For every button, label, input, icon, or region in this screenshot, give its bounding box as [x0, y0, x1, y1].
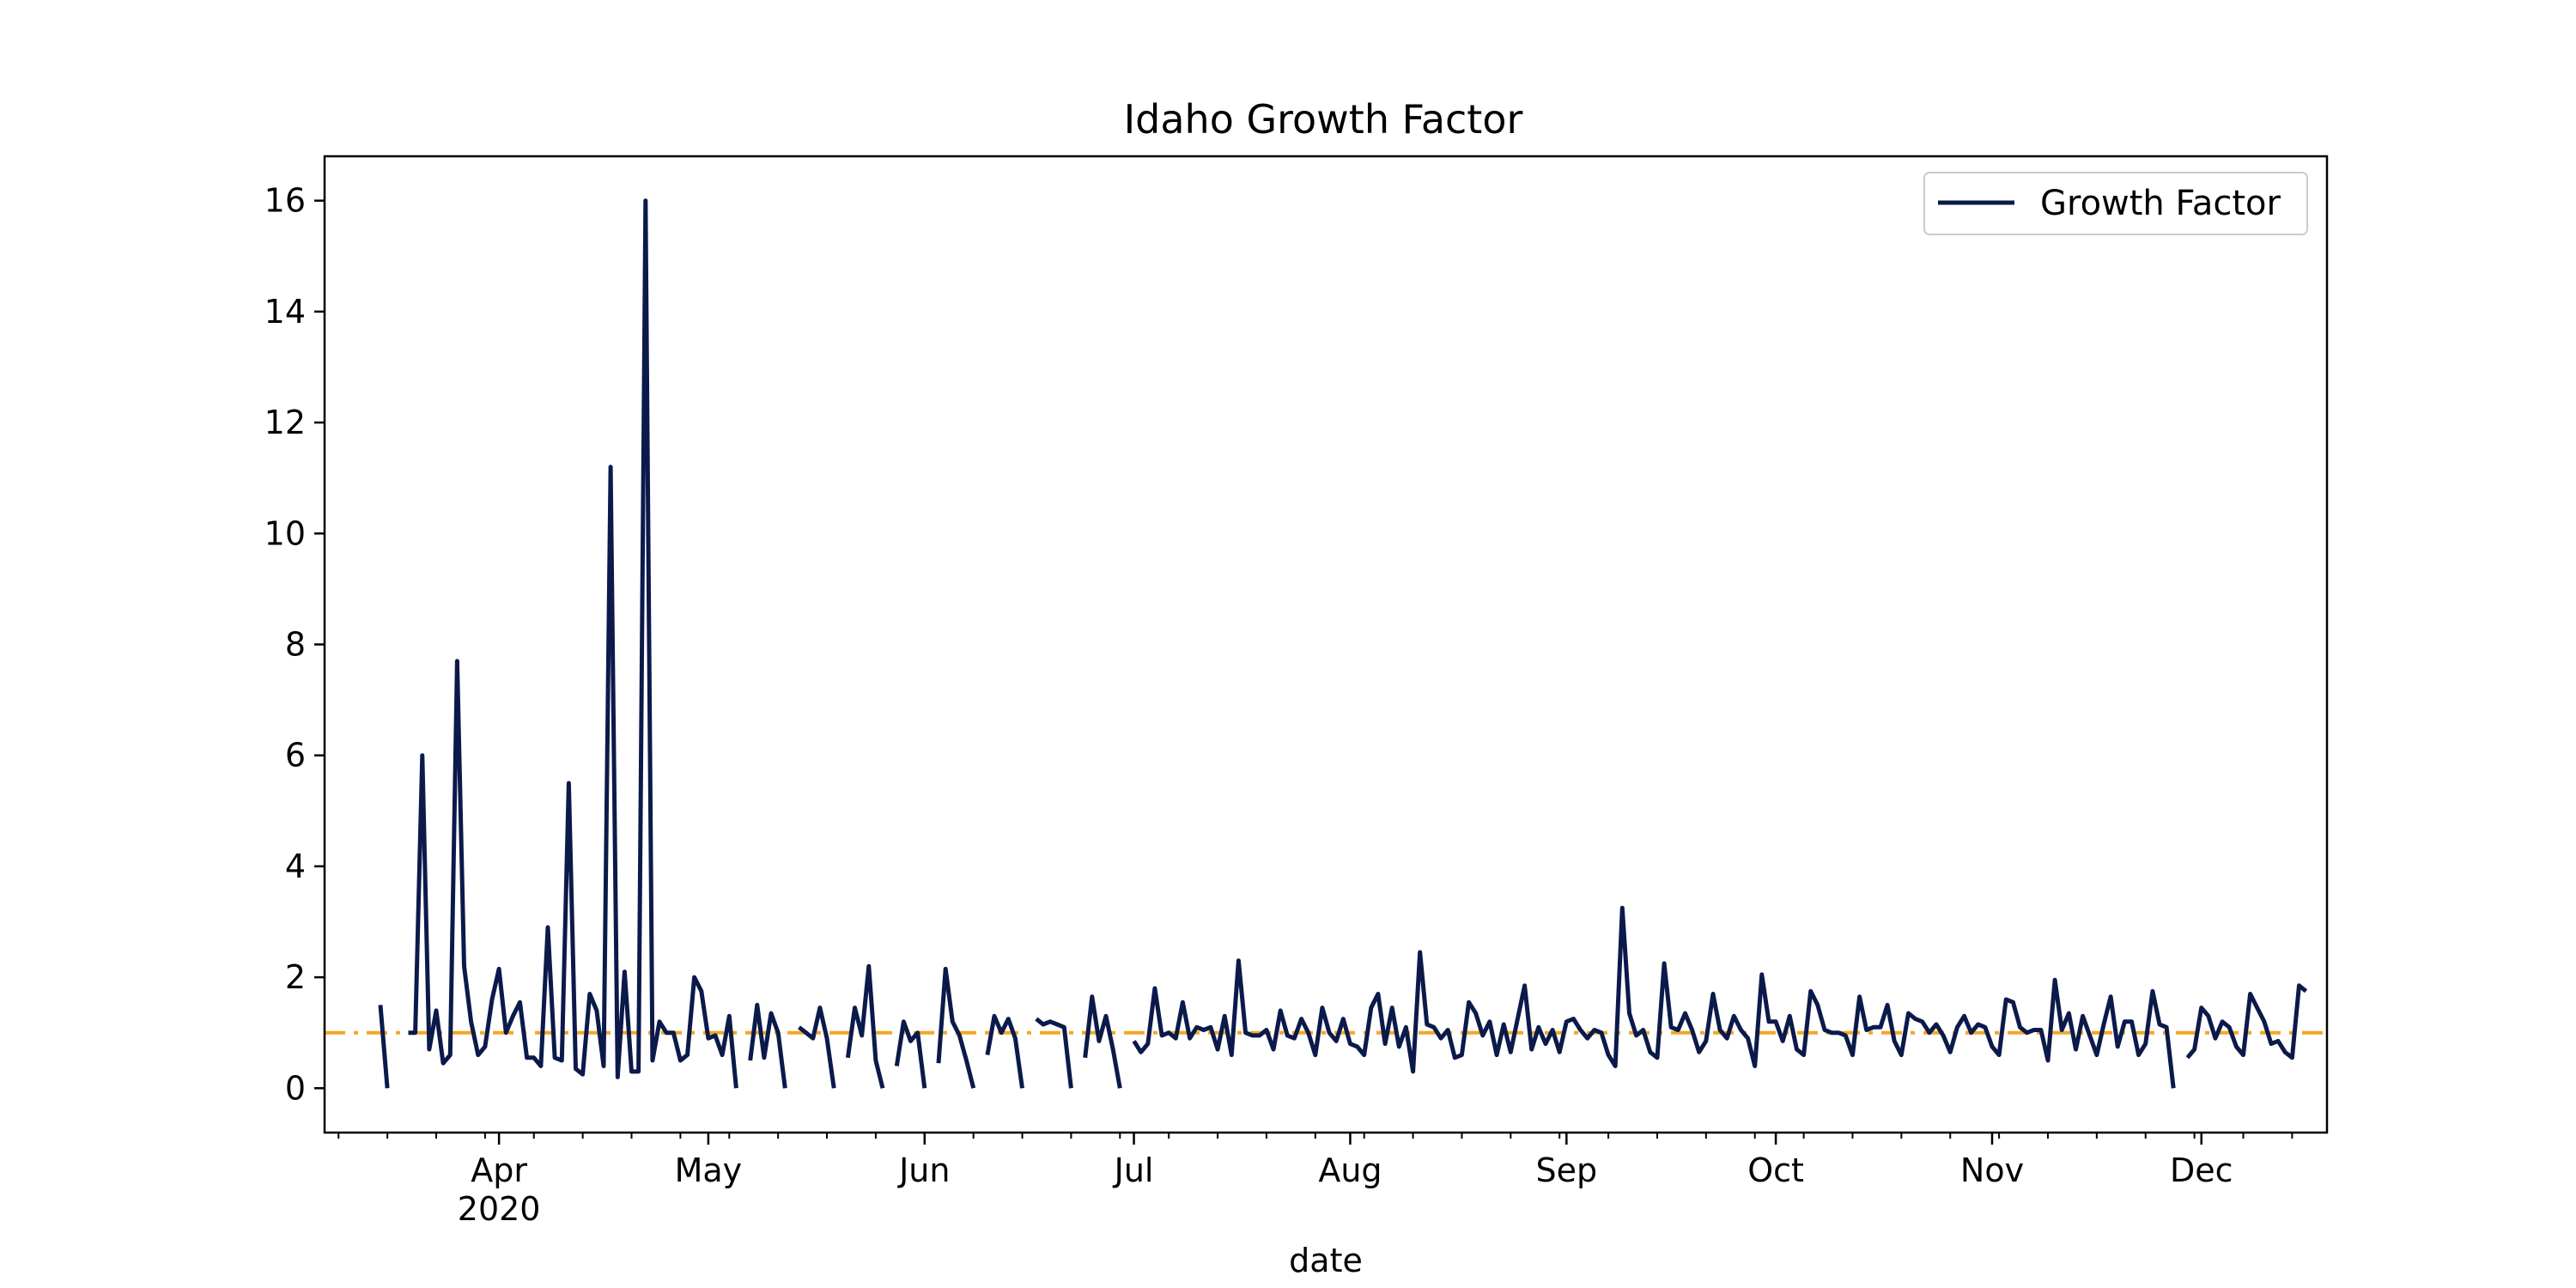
- chart-title: Idaho Growth Factor: [1124, 96, 1523, 143]
- x-tick-label: May: [675, 1151, 743, 1189]
- y-tick-label: 8: [285, 626, 306, 664]
- series-layer: [378, 198, 2308, 1089]
- legend-box: [1923, 172, 2308, 235]
- x-tick-label: Oct: [1747, 1151, 1804, 1189]
- y-tick-label: 10: [264, 514, 306, 552]
- x-tick-label: Aug: [1318, 1151, 1382, 1189]
- x-tick-label: Sep: [1536, 1151, 1598, 1189]
- legend: Growth Factor: [1923, 172, 2308, 235]
- series-line-growth-factor: [378, 198, 2308, 1089]
- x-tick-label: Jun: [897, 1151, 950, 1189]
- y-axis: 0 2 4 6 8 10 12 14 16: [264, 182, 325, 1107]
- y-tick-label: 4: [285, 848, 306, 885]
- y-tick-label: 0: [285, 1069, 306, 1107]
- x-tick-sublabel: 2020: [458, 1190, 541, 1228]
- y-tick-label: 2: [285, 958, 306, 996]
- legend-label-growth-factor: Growth Factor: [2040, 184, 2281, 223]
- x-axis-label: date: [1289, 1242, 1363, 1279]
- x-tick-label: Dec: [2170, 1151, 2233, 1189]
- y-tick-label: 12: [264, 404, 306, 441]
- y-tick-label: 6: [285, 737, 306, 775]
- x-tick-label: Nov: [1960, 1151, 2024, 1189]
- y-tick-label: 14: [264, 293, 306, 331]
- x-tick-label: Jul: [1113, 1151, 1154, 1189]
- x-tick-label: Apr: [471, 1151, 527, 1189]
- y-tick-label: 16: [264, 182, 306, 220]
